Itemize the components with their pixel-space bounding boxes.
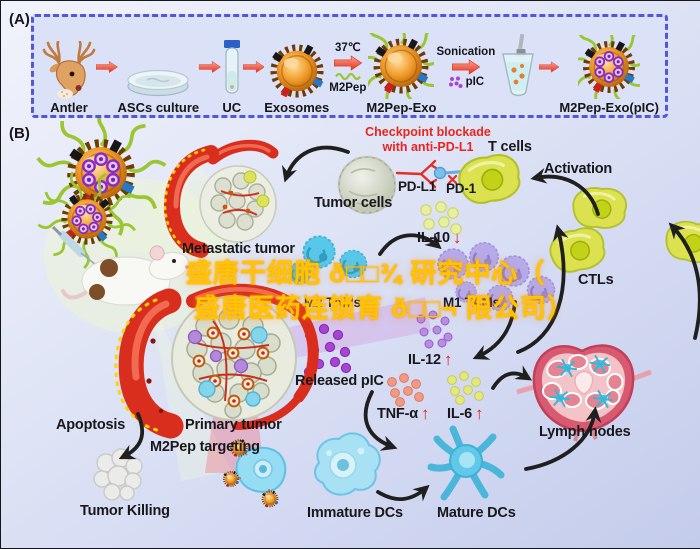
arrow-right-icon bbox=[451, 59, 480, 74]
mature-dc bbox=[427, 425, 505, 501]
arrow-right-icon bbox=[333, 55, 362, 71]
primary-tumor bbox=[114, 283, 319, 439]
step-ascs-culture: ASCs culture bbox=[117, 20, 200, 115]
m2pep-exo-pic-label: M2Pep-Exo(pIC) bbox=[559, 99, 659, 115]
deer-icon bbox=[42, 40, 96, 99]
il12-label: IL-12 ↑ bbox=[408, 350, 453, 369]
arrow-tumorcells-to-metastatic bbox=[281, 145, 350, 183]
step-incubation: 37℃ M2Pep bbox=[329, 40, 366, 94]
t-cells-label: T cells bbox=[488, 139, 532, 155]
apoptotic-cell bbox=[93, 448, 143, 501]
m2pep-label: M2Pep bbox=[329, 82, 367, 94]
uc-label: UC bbox=[222, 99, 242, 115]
pic-label: pIC bbox=[465, 76, 485, 88]
up-arrow-icon: ↑ bbox=[420, 404, 430, 423]
primary-tumor-label: Primary tumor bbox=[185, 417, 282, 433]
activation-label: Activation bbox=[544, 161, 613, 177]
sonication-label: Sonication bbox=[436, 45, 496, 58]
exosome-m2pep-icon bbox=[368, 33, 434, 99]
secreted-dots bbox=[420, 201, 462, 235]
arrow-to-ctls-right bbox=[668, 222, 700, 340]
step-exosomes: Exosomes bbox=[264, 20, 329, 115]
il10-label: IL-10 ↓ bbox=[417, 228, 462, 247]
m2-tams-label: M2 TAMs bbox=[304, 295, 361, 310]
mature-dcs-label: Mature DCs bbox=[437, 505, 516, 521]
down-arrow-icon: ↓ bbox=[452, 228, 462, 247]
pd1-label: PD-1 bbox=[446, 181, 476, 196]
up-arrow-icon: ↑ bbox=[443, 350, 453, 369]
tumor-cell bbox=[337, 155, 397, 215]
released-pic-label: Released pIC bbox=[295, 373, 384, 389]
pdl1-label: PD-L1 bbox=[398, 179, 437, 194]
il6-dots bbox=[447, 371, 484, 405]
arrow-right-icon bbox=[96, 61, 118, 73]
step-m2pep-exo-pic: M2Pep-Exo(pIC) bbox=[559, 20, 659, 115]
pic-dots-icon bbox=[448, 76, 463, 88]
arrow-m2-to-m1 bbox=[378, 232, 442, 256]
sonication-tube bbox=[495, 20, 539, 115]
arrow-to-lymph bbox=[491, 365, 533, 390]
ctls-label: CTLs bbox=[578, 272, 614, 288]
lymph-nodes-label: Lymph nodes bbox=[539, 424, 631, 440]
immature-dc bbox=[313, 432, 381, 496]
il6-label: IL-6 ↑ bbox=[447, 404, 484, 423]
panel-a: Antler ASCs culture UC bbox=[31, 14, 668, 118]
arrow-activation bbox=[530, 167, 600, 216]
step-m2pep-exo: M2Pep-Exo bbox=[366, 20, 436, 115]
mouse bbox=[51, 225, 190, 306]
checkpoint-blockade-label: Checkpoint blockade with anti-PD-L1 bbox=[365, 125, 491, 154]
arrow-immature-to-mature bbox=[376, 484, 430, 502]
watermark-line2: 盛唐医药连锁育 ð□□¬ 限公司） bbox=[194, 293, 574, 323]
apoptosis-label: Apoptosis bbox=[56, 417, 126, 433]
petri-dish-icon bbox=[127, 69, 189, 96]
exosomes-label: Exosomes bbox=[264, 99, 330, 115]
repolarization-beam bbox=[263, 297, 431, 363]
m2pep-exo-label: M2Pep-Exo bbox=[366, 99, 437, 115]
step-antler: Antler bbox=[42, 20, 96, 115]
up-arrow-icon: ↑ bbox=[474, 404, 484, 423]
metastatic-tumor bbox=[163, 139, 279, 258]
tnf-dots bbox=[387, 373, 424, 407]
anti-pdl1-antibody bbox=[395, 159, 471, 189]
lymph-node bbox=[516, 344, 652, 442]
m2pep-targeting-cell bbox=[222, 438, 287, 509]
il12-dots bbox=[416, 310, 453, 349]
arrow-maturedc-to-lymph bbox=[524, 406, 602, 471]
metastatic-tumor-label: Metastatic tumor bbox=[182, 241, 295, 257]
m2pep-targeting-label: M2Pep targeting bbox=[150, 439, 260, 455]
arrow-right-icon bbox=[242, 61, 265, 73]
arrow-to-ctls-left bbox=[516, 224, 569, 354]
tumor-killing-label: Tumor Killing bbox=[80, 503, 170, 519]
arrow-m1-down bbox=[472, 300, 517, 360]
arrow-right-icon bbox=[539, 61, 560, 73]
flow-arrows bbox=[118, 145, 700, 502]
exosome-pic-icon bbox=[578, 35, 640, 99]
watermark-line1: 盛唐干细胞 ð□□¾ 研究中心（ bbox=[186, 258, 546, 288]
m1-tams-label: M1 TAMs bbox=[443, 295, 500, 310]
step-uc: UC bbox=[221, 20, 243, 115]
ascs-label: ASCs culture bbox=[117, 99, 200, 115]
tnfa-label: TNF-α ↑ bbox=[377, 404, 430, 423]
sonication-tube-icon bbox=[502, 34, 535, 97]
arrow-apoptosis bbox=[118, 412, 145, 460]
centrifuge-tube-icon bbox=[223, 39, 240, 94]
exosome-icon bbox=[270, 43, 324, 99]
temperature-label: 37℃ bbox=[334, 42, 361, 54]
tumor-cells-label: Tumor cells bbox=[314, 195, 393, 211]
panel-a-label: (A) bbox=[9, 11, 30, 28]
m2pep-squiggle-icon bbox=[334, 72, 361, 81]
immature-dcs-label: Immature DCs bbox=[307, 505, 403, 521]
arrow-right-icon bbox=[199, 61, 221, 73]
step-sonication: Sonication pIC bbox=[436, 46, 495, 89]
arrow-pic-to-dc bbox=[363, 390, 398, 451]
antler-label: Antler bbox=[50, 99, 88, 115]
panel-b-label: (B) bbox=[9, 125, 30, 142]
t-cell bbox=[454, 150, 524, 208]
